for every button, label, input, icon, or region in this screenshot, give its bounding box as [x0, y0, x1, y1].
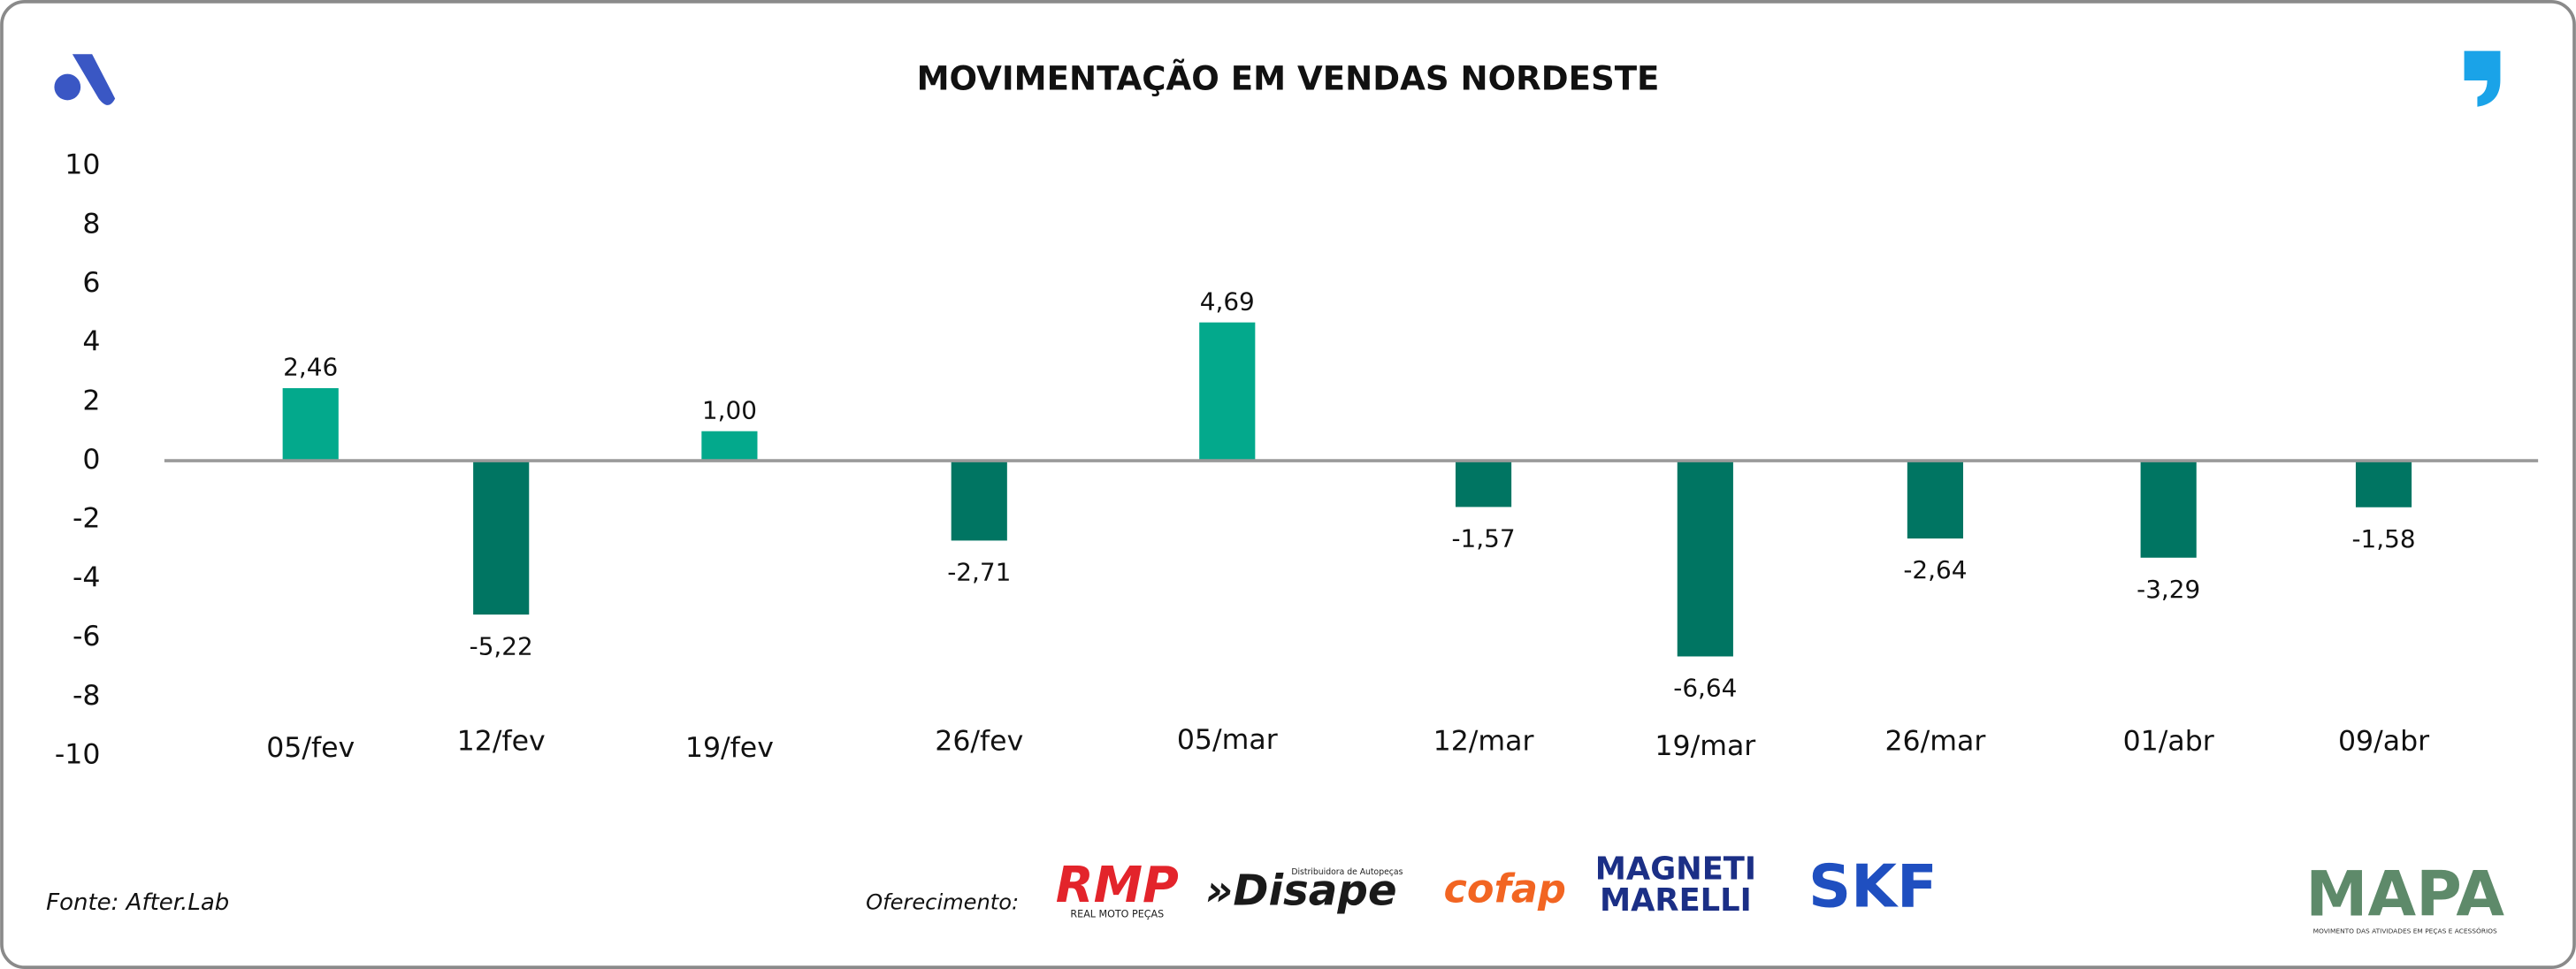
value-label: -2,64 — [1903, 555, 1967, 584]
bar — [1455, 461, 1512, 507]
bar — [701, 431, 758, 462]
x-tick-label: 05/mar — [1177, 724, 1278, 756]
x-tick-label: 12/mar — [1433, 726, 1534, 758]
bar — [2140, 461, 2197, 558]
value-label: 2,46 — [283, 353, 338, 382]
value-label: -2,71 — [947, 558, 1011, 587]
x-tick-label: 19/mar — [1655, 730, 1755, 762]
x-tick-label: 19/fev — [685, 732, 774, 764]
y-tick-label: 2 — [82, 385, 100, 416]
y-tick-label: 8 — [82, 208, 100, 240]
value-label: 4,69 — [1200, 286, 1255, 316]
sponsor-label: Oferecimento: — [866, 890, 1019, 915]
quote-icon — [2464, 50, 2501, 107]
sponsor-logo: MAGNETI — [1595, 851, 1756, 888]
sponsor-logo: MARELLI — [1600, 882, 1752, 919]
x-tick-label: 01/abr — [2123, 726, 2214, 758]
x-tick-label: 05/fev — [266, 732, 355, 764]
y-tick-label: 10 — [65, 149, 100, 181]
x-tick-label: 09/abr — [2338, 726, 2429, 758]
x-tick-label: 12/fev — [457, 726, 546, 758]
y-tick-label: -2 — [73, 503, 100, 535]
value-label: -3,29 — [2136, 575, 2200, 604]
bar — [473, 461, 530, 615]
sponsor-logo: cofap — [1443, 866, 1565, 912]
y-tick-label: -10 — [55, 739, 101, 771]
bar — [1907, 461, 1963, 539]
sponsor-logo: REAL MOTO PEÇAS — [1070, 909, 1164, 920]
sponsor-logo: »Disape — [1205, 866, 1397, 916]
y-tick-label: -4 — [73, 561, 100, 593]
value-label: -5,22 — [470, 631, 533, 660]
value-label: 1,00 — [702, 395, 757, 424]
value-label: -1,57 — [1452, 524, 1516, 553]
sponsor-logo: SKF — [1808, 851, 1938, 920]
chart-title: MOVIMENTAÇÃO EM VENDAS NORDESTE — [917, 59, 1660, 98]
source: Fonte: After.Lab — [46, 889, 229, 916]
brand-tagline: MOVIMENTO DAS ATIVIDADES EM PEÇAS E ACES… — [2313, 927, 2497, 935]
y-tick-label: 6 — [82, 267, 100, 299]
sponsor-logo: RMP — [1056, 857, 1179, 914]
bar — [1199, 322, 1256, 462]
brand-logo: MAPA — [2305, 858, 2504, 931]
bar — [951, 461, 1007, 541]
bar — [282, 388, 339, 462]
value-label: -6,64 — [1673, 674, 1737, 703]
bar — [1677, 461, 1733, 657]
y-tick-label: -8 — [73, 680, 100, 712]
bar — [2355, 461, 2412, 507]
logo-a — [54, 54, 116, 105]
sponsor-logo: Distribuidora de Autopeças — [1291, 867, 1403, 877]
value-label: -1,58 — [2351, 524, 2415, 553]
x-tick-label: 26/mar — [1884, 726, 1985, 758]
y-tick-label: -6 — [73, 621, 100, 652]
y-tick-label: 0 — [82, 444, 100, 476]
y-tick-label: 4 — [82, 326, 100, 358]
x-tick-label: 26/fev — [935, 726, 1023, 758]
